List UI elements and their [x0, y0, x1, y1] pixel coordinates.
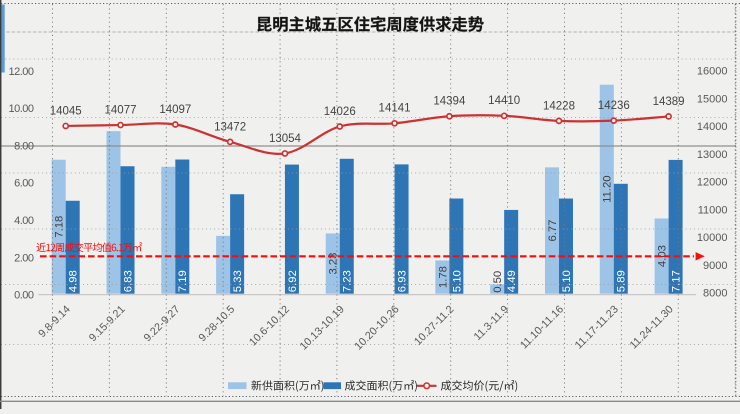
svg-text:14394: 14394	[433, 96, 466, 108]
svg-text:1.78: 1.78	[437, 266, 449, 288]
svg-text:6.93: 6.93	[396, 270, 408, 292]
svg-text:6.83: 6.83	[122, 270, 134, 292]
svg-text:12.00: 12.00	[8, 66, 33, 78]
svg-text:14236: 14236	[598, 100, 630, 112]
svg-text:13472: 13472	[214, 121, 246, 133]
svg-text:14097: 14097	[159, 104, 191, 116]
svg-text:8.00: 8.00	[14, 140, 34, 152]
svg-text:16000: 16000	[697, 66, 728, 78]
svg-text:14410: 14410	[488, 95, 520, 107]
svg-text:2.00: 2.00	[14, 252, 34, 264]
svg-text:4.00: 4.00	[14, 215, 34, 227]
svg-text:0.50: 0.50	[492, 271, 504, 293]
svg-text:13000: 13000	[697, 149, 728, 161]
svg-text:4.49: 4.49	[506, 270, 518, 292]
svg-text:14045: 14045	[50, 105, 82, 117]
svg-text:4.03: 4.03	[657, 245, 669, 267]
svg-text:7.19: 7.19	[177, 270, 189, 292]
svg-text:10.00: 10.00	[8, 103, 33, 115]
svg-text:6.92: 6.92	[287, 270, 299, 292]
svg-text:4.98: 4.98	[68, 270, 80, 292]
svg-text:14000: 14000	[697, 121, 728, 133]
svg-text:11.20: 11.20	[602, 175, 614, 202]
svg-text:3.23: 3.23	[328, 253, 340, 275]
svg-text:14228: 14228	[543, 100, 575, 112]
svg-text:11000: 11000	[698, 204, 728, 216]
svg-text:0.00: 0.00	[14, 290, 34, 302]
svg-text:6.00: 6.00	[14, 178, 34, 190]
svg-text:5.10: 5.10	[561, 270, 573, 292]
svg-text:9000: 9000	[703, 260, 727, 272]
svg-text:7.18: 7.18	[54, 216, 66, 238]
svg-text:7.17: 7.17	[671, 270, 683, 292]
svg-text:14026: 14026	[324, 106, 356, 118]
svg-text:12000: 12000	[697, 177, 728, 189]
svg-text:14389: 14389	[653, 96, 685, 108]
svg-text:14077: 14077	[105, 104, 137, 116]
svg-text:14141: 14141	[379, 103, 411, 115]
svg-text:15000: 15000	[697, 93, 728, 105]
svg-text:5.10: 5.10	[451, 270, 463, 292]
svg-text:7.23: 7.23	[342, 270, 354, 292]
svg-text:5.89: 5.89	[616, 270, 628, 292]
svg-text:8000: 8000	[703, 288, 727, 300]
svg-text:6.77: 6.77	[547, 220, 559, 242]
svg-text:5.33: 5.33	[232, 270, 244, 292]
svg-text:10000: 10000	[697, 232, 728, 244]
svg-text:13054: 13054	[269, 133, 302, 145]
